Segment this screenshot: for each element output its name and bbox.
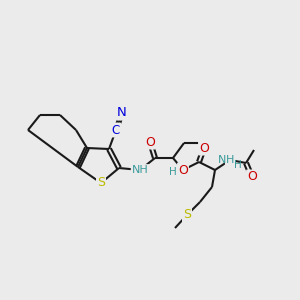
- Text: H: H: [226, 155, 234, 165]
- Text: O: O: [199, 142, 209, 154]
- Text: H: H: [169, 167, 177, 177]
- Text: S: S: [183, 208, 191, 221]
- Text: NH: NH: [132, 165, 148, 175]
- Text: O: O: [145, 136, 155, 148]
- Text: O: O: [247, 170, 257, 184]
- Text: H: H: [234, 160, 242, 170]
- Text: S: S: [97, 176, 105, 190]
- Text: N: N: [218, 155, 226, 165]
- Text: N: N: [117, 106, 127, 119]
- Text: O: O: [178, 164, 188, 176]
- Text: C: C: [112, 124, 120, 136]
